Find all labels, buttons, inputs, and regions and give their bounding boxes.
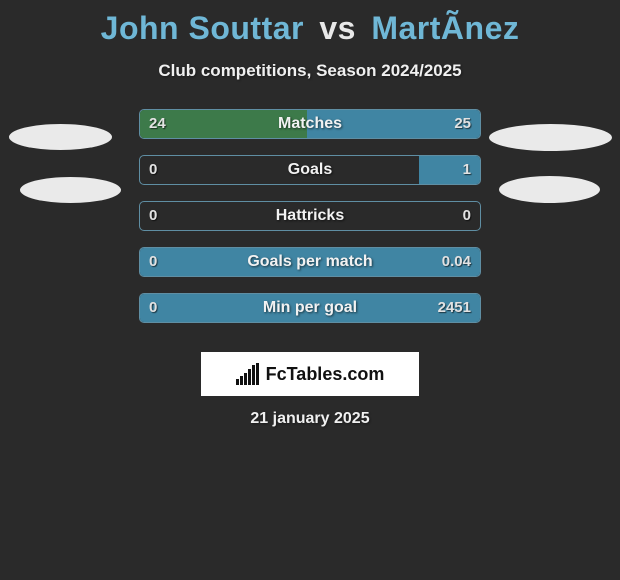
stat-value-left: 0 — [149, 201, 157, 231]
bar-right-fill — [140, 294, 480, 322]
stat-value-right: 25 — [454, 109, 471, 139]
stat-value-right: 1 — [463, 155, 471, 185]
ellipse-icon — [499, 176, 600, 203]
ellipse-icon — [489, 124, 612, 151]
subtitle: Club competitions, Season 2024/2025 — [0, 61, 620, 81]
player2-name: MartÃ­nez — [371, 10, 519, 46]
comparison-card: John Souttar vs MartÃ­nez Club competiti… — [0, 0, 620, 580]
watermark: FcTables.com — [201, 352, 419, 396]
stat-value-right: 0 — [463, 201, 471, 231]
bar-track — [139, 201, 481, 231]
stat-value-right: 0.04 — [442, 247, 471, 277]
ellipse-icon — [20, 177, 121, 203]
bar-right-fill — [140, 248, 480, 276]
stat-row: 00Hattricks — [0, 201, 620, 231]
bar-track — [139, 155, 481, 185]
stat-value-left: 0 — [149, 293, 157, 323]
stat-value-right: 2451 — [438, 293, 471, 323]
stat-row: 00.04Goals per match — [0, 247, 620, 277]
stat-value-left: 24 — [149, 109, 166, 139]
bar-track — [139, 109, 481, 139]
stat-value-left: 0 — [149, 247, 157, 277]
stat-value-left: 0 — [149, 155, 157, 185]
page-title: John Souttar vs MartÃ­nez — [0, 0, 620, 47]
ellipse-icon — [9, 124, 112, 150]
watermark-text: FcTables.com — [266, 364, 385, 385]
vs-label: vs — [319, 10, 356, 46]
player1-name: John Souttar — [101, 10, 304, 46]
bar-track — [139, 247, 481, 277]
date-label: 21 january 2025 — [0, 410, 620, 428]
logo-bars-icon — [236, 363, 260, 385]
bar-track — [139, 293, 481, 323]
stat-row: 02451Min per goal — [0, 293, 620, 323]
